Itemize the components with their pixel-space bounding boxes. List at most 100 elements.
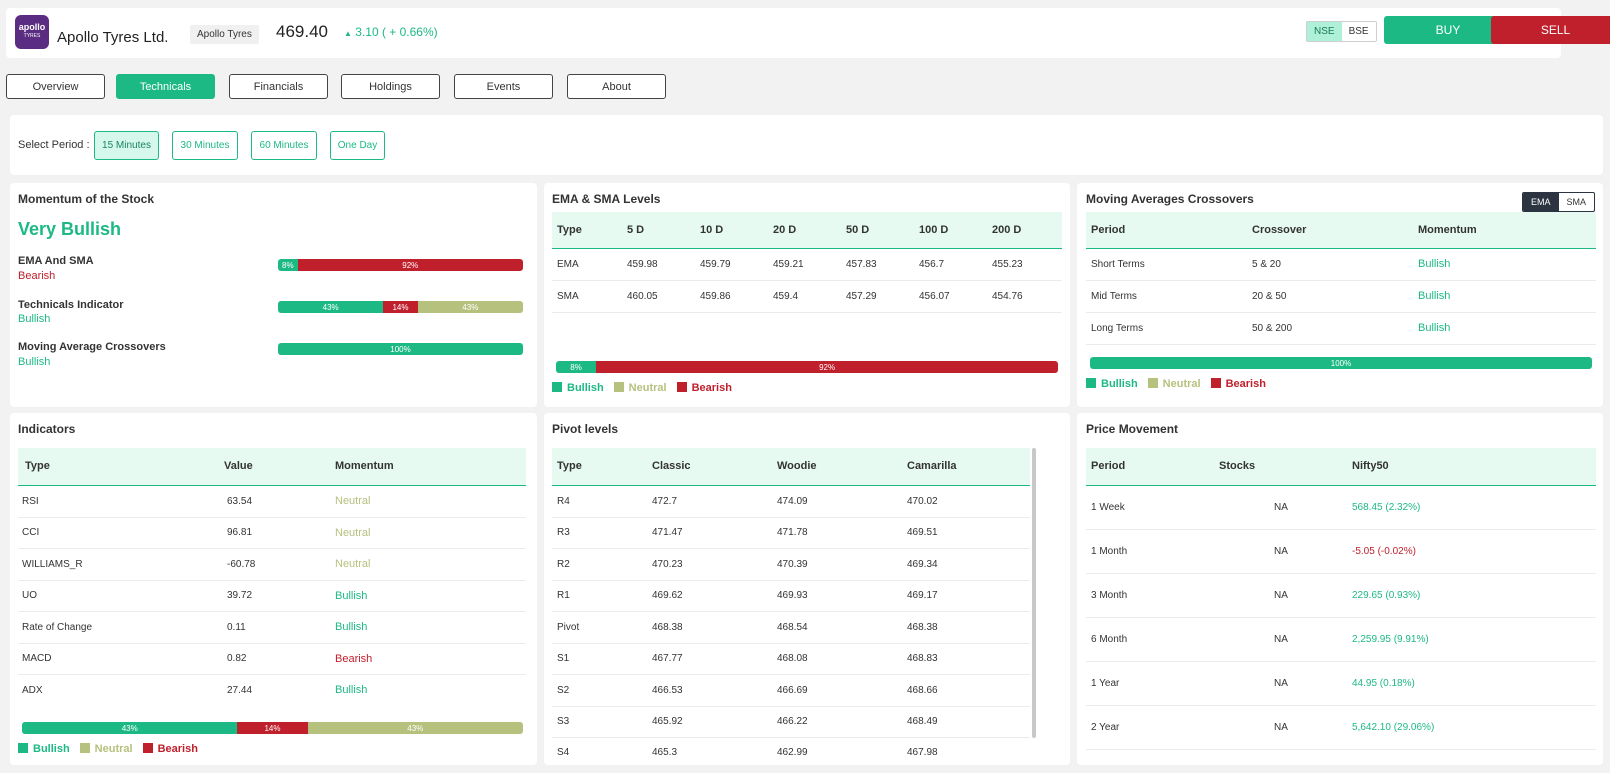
cell: 459.98 (627, 248, 700, 281)
table-row: RSI 63.54 Neutral (18, 485, 526, 518)
price-change-value: 3.10 ( + 0.66%) (355, 25, 438, 39)
table-row: SMA 460.05 459.86 459.4 457.29 456.07 45… (552, 280, 1062, 313)
cell: ADX (22, 684, 43, 696)
legend-bearish: Bearish (1210, 378, 1266, 390)
period-30-minutes[interactable]: 30 Minutes (172, 131, 238, 160)
col-header: Stocks (1219, 448, 1352, 486)
bar-bullish-segment: 100% (1090, 357, 1592, 369)
ma-crossovers-table: Period Crossover Momentum Short Terms 5 … (1086, 212, 1596, 345)
ma-crossovers-summary-bar: 100% (1090, 357, 1592, 369)
col-header: Period (1086, 212, 1252, 249)
cell: 465.3 (652, 737, 777, 758)
cell: Rate of Change (18, 611, 224, 644)
tab-technicals[interactable]: Technicals (116, 74, 215, 99)
tab-overview[interactable]: Overview (6, 74, 105, 99)
col-header: 5 D (627, 212, 700, 249)
cell: 96.81 (224, 517, 335, 549)
momentum-row-label: Technicals Indicator (18, 299, 124, 311)
ema-sma-momentum-bar: 8% 92% (278, 259, 523, 271)
table-row: S3 465.92 466.22 468.49 (552, 706, 1030, 738)
exchange-nse[interactable]: NSE (1307, 22, 1342, 41)
cell: 459.86 (700, 280, 773, 313)
table-row: EMA 459.98 459.79 459.21 457.83 456.7 45… (552, 248, 1062, 281)
cell: 27.44 (227, 684, 253, 696)
cell: 454.76 (992, 280, 1062, 313)
cell: 465.92 (652, 706, 777, 738)
cell: 6 Month (1086, 617, 1219, 662)
col-header: Camarilla (907, 448, 1030, 486)
exchange-bse[interactable]: BSE (1348, 26, 1369, 37)
cell: 468.38 (907, 611, 1030, 644)
pivot-scroll-area[interactable]: Type Classic Woodie Camarilla R4 472.7 474… (552, 448, 1030, 758)
cell: 20 & 50 (1252, 280, 1418, 313)
momentum-card (10, 183, 537, 407)
toggle-ema[interactable]: EMA (1523, 193, 1559, 211)
header-bar (6, 8, 1561, 58)
cell: Neutral (335, 517, 526, 549)
cell: 455.23 (992, 248, 1062, 281)
cell: RSI (18, 485, 224, 518)
col-header: Momentum (335, 448, 526, 486)
cell: 474.09 (777, 485, 907, 518)
cell: SMA (552, 280, 627, 313)
ema-sma-title: EMA & SMA Levels (552, 192, 661, 206)
table-row: S4 465.3 462.99 467.98 (552, 737, 1030, 758)
cell: S1 (552, 643, 652, 675)
cell: Bullish (1418, 280, 1596, 313)
period-15-minutes[interactable]: 15 Minutes (94, 131, 159, 160)
cell: Bullish (335, 684, 368, 697)
cell: S3 (552, 706, 652, 738)
indicators-table: Type Value Momentum RSI 63.54 Neutral CCI 9… (18, 448, 526, 706)
col-header: Classic (652, 448, 777, 486)
period-one-day[interactable]: One Day (330, 131, 385, 160)
cell: 467.98 (907, 737, 1030, 758)
cell: UO (18, 580, 224, 612)
tab-about[interactable]: About (567, 74, 666, 99)
legend-bearish: Bearish (142, 743, 198, 755)
period-60-minutes[interactable]: 60 Minutes (251, 131, 317, 160)
cell: Long Terms (1086, 312, 1252, 345)
tab-financials[interactable]: Financials (229, 74, 328, 99)
table-row: 1 Year NA 44.95 (0.18%) (1086, 661, 1596, 706)
cell: 229.65 (0.93%) (1352, 573, 1596, 618)
momentum-title: Momentum of the Stock (18, 192, 155, 206)
crossovers-momentum-bar: 100% (278, 343, 523, 355)
toggle-sma[interactable]: SMA (1566, 197, 1587, 207)
bar-bullish-segment: 43% (278, 301, 384, 313)
momentum-row-status: Bullish (18, 313, 51, 325)
buy-button[interactable]: BUY (1384, 16, 1512, 44)
cell: 468.38 (652, 611, 777, 644)
cell: 469.51 (907, 517, 1030, 549)
cell: 5 & 20 (1252, 248, 1418, 281)
bar-bearish-segment: 14% (237, 722, 308, 734)
price-change: ▲ 3.10 ( + 0.66%) (344, 25, 438, 39)
cell: 468.66 (907, 674, 1030, 707)
legend-neutral: Neutral (613, 382, 667, 394)
tab-events[interactable]: Events (454, 74, 553, 99)
table-row: 3 Month NA 229.65 (0.93%) (1086, 573, 1596, 618)
col-header: 50 D (846, 212, 919, 249)
cell: Short Terms (1086, 248, 1252, 281)
cell: Bullish (1418, 312, 1596, 345)
cell: 469.34 (907, 548, 1030, 581)
bar-bearish-segment: 92% (297, 259, 523, 271)
table-row: Short Terms 5 & 20 Bullish (1086, 248, 1596, 281)
col-header: Period (1086, 448, 1219, 486)
pivot-levels-table: Type Classic Woodie Camarilla R4 472.7 474… (552, 448, 1030, 758)
bar-neutral-segment: 43% (307, 722, 523, 734)
cell: S4 (552, 737, 652, 758)
table-row: ADX 27.44 Bullish (18, 674, 526, 706)
col-header: Crossover (1252, 212, 1418, 249)
sell-button[interactable]: SELL (1491, 16, 1610, 44)
cell: NA (1219, 529, 1352, 574)
col-header: Momentum (1418, 212, 1596, 249)
cell: MACD (18, 643, 224, 675)
table-row: MACD 0.82 Bearish (18, 643, 526, 675)
cell: 5,642.10 (29.06%) (1352, 705, 1596, 750)
pivot-levels-title: Pivot levels (552, 422, 619, 436)
cell: 460.05 (627, 280, 700, 313)
tab-holdings[interactable]: Holdings (341, 74, 440, 99)
pivot-scrollbar[interactable] (1032, 448, 1036, 738)
cell: 568.45 (2.32%) (1352, 485, 1596, 530)
cell: -5.05 (-0.02%) (1352, 529, 1596, 574)
